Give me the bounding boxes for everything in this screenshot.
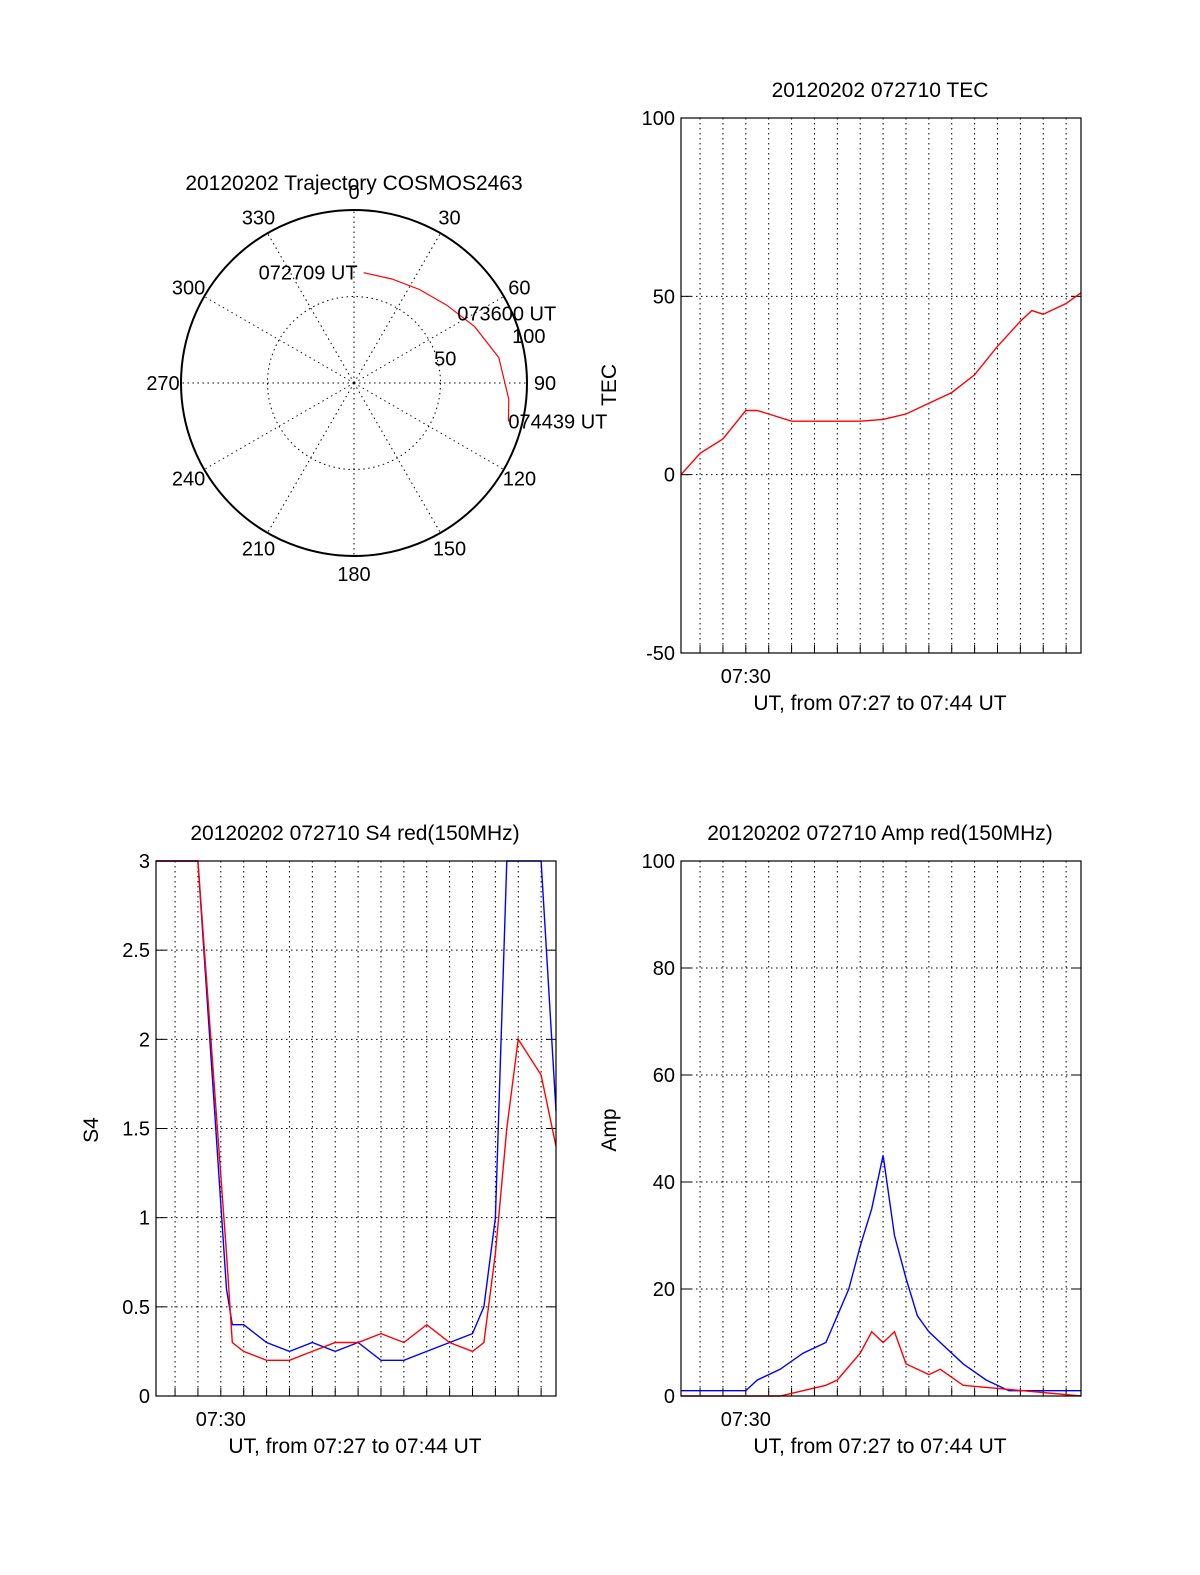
y-tick-label: 80 [653, 958, 675, 980]
x-tick-label: 07:30 [721, 666, 771, 688]
y-tick-label: 0 [664, 1386, 675, 1408]
plot-frame [155, 860, 557, 1397]
radial-gridline [353, 382, 505, 470]
chart-title: 20120202 072710 Amp red(150MHz) [707, 822, 1053, 845]
azimuth-label: 90 [534, 373, 556, 395]
plot-frame [680, 860, 1082, 1397]
radial-gridline [203, 382, 355, 470]
x-tick-label: 07:30 [196, 1409, 246, 1431]
radial-gridline [203, 296, 355, 384]
radial-gridline [353, 296, 505, 384]
series-line [680, 292, 1082, 476]
polar-trajectory-chart: 20120202 Trajectory COSMOS2463 0 30 60 90 12… [146, 172, 607, 586]
series-line [156, 860, 557, 1362]
radial-gridline [353, 232, 441, 384]
y-tick-label: 1 [139, 1208, 150, 1230]
radius-label: 100 [512, 326, 545, 348]
trajectory-annotations: 072709 UT 073600 UT 074439 UT [259, 263, 608, 434]
y-tick-label: 100 [642, 108, 675, 130]
chart-title: 20120202 072710 S4 red(150MHz) [190, 822, 519, 845]
y-tick-label: 0 [664, 465, 675, 487]
azimuth-label: 330 [242, 208, 275, 230]
azimuth-label: 180 [337, 564, 370, 586]
azimuth-label: 210 [242, 538, 275, 560]
y-axis-label: S4 [80, 1117, 103, 1143]
trajectory-annotation: 073600 UT [457, 303, 556, 325]
y-tick-label: -50 [646, 643, 675, 665]
azimuth-label: 60 [508, 278, 530, 300]
radial-gridline [267, 382, 355, 534]
y-axis-label: Amp [598, 1108, 621, 1151]
trajectory-annotation: 074439 UT [508, 412, 607, 434]
azimuth-label: 150 [433, 538, 466, 560]
azimuth-label: 240 [172, 469, 205, 491]
y-tick-label: 0 [139, 1386, 150, 1408]
tec-chart: 20120202 072710 TEC UT, from 07:27 to 07… [598, 79, 1082, 715]
azimuth-labels: 0 30 60 90 120 150 180 210 240 270 300 330 [146, 182, 556, 586]
x-axis-label: UT, from 07:27 to 07:44 UT [753, 1435, 1006, 1458]
series-line [681, 1155, 1081, 1392]
polar-grid [180, 209, 528, 557]
x-axis-label: UT, from 07:27 to 07:44 UT [228, 1435, 481, 1458]
radial-gridline [353, 382, 441, 534]
y-tick-label: 0.5 [122, 1297, 150, 1319]
y-axis-label: TEC [598, 364, 621, 406]
y-tick-label: 1.5 [122, 1119, 150, 1141]
s4-chart: 20120202 072710 S4 red(150MHz) UT, from … [80, 822, 557, 1458]
y-tick-label: 20 [653, 1279, 675, 1301]
series-line [156, 860, 557, 1362]
trajectory-annotation: 072709 UT [259, 263, 358, 285]
trajectory-series [363, 272, 510, 422]
outer-circle [180, 209, 528, 557]
amp-chart: 20120202 072710 Amp red(150MHz) UT, from… [598, 822, 1082, 1458]
trajectory-line [363, 272, 510, 422]
series-line [681, 1330, 1082, 1397]
x-tick-label: 07:30 [721, 1409, 771, 1431]
x-axis-label: UT, from 07:27 to 07:44 UT [753, 692, 1006, 715]
radius-label: 50 [434, 349, 456, 371]
y-tick-label: 2.5 [122, 940, 150, 962]
azimuth-label: 270 [146, 373, 179, 395]
y-tick-label: 40 [653, 1172, 675, 1194]
azimuth-label: 30 [438, 208, 460, 230]
azimuth-label: 0 [348, 182, 359, 204]
y-tick-label: 3 [139, 851, 150, 873]
chart-title: 20120202 Trajectory COSMOS2463 [185, 172, 522, 195]
plot-frame [680, 117, 1082, 654]
azimuth-label: 300 [172, 278, 205, 300]
radius-labels: 50 100 [434, 326, 545, 370]
chart-title: 20120202 072710 TEC [772, 79, 989, 102]
y-tick-label: 60 [653, 1065, 675, 1087]
y-tick-label: 2 [139, 1029, 150, 1051]
radial-gridline [267, 232, 355, 384]
y-tick-label: 100 [642, 851, 675, 873]
azimuth-label: 120 [503, 469, 536, 491]
y-tick-label: 50 [653, 286, 675, 308]
